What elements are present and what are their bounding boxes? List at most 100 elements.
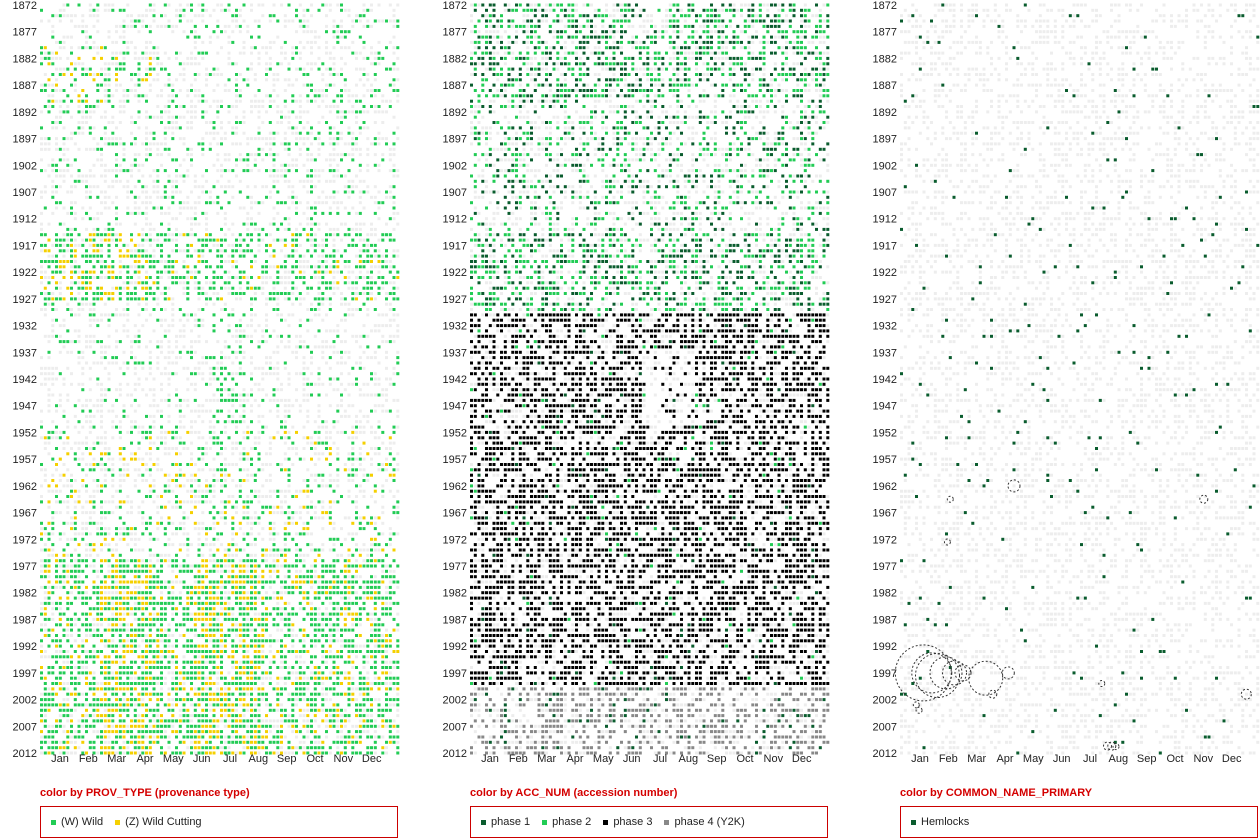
background-mark bbox=[332, 479, 336, 482]
background-mark bbox=[370, 393, 373, 397]
background-mark bbox=[392, 174, 396, 178]
data-point bbox=[43, 46, 47, 50]
background-mark bbox=[137, 153, 141, 157]
background-mark bbox=[302, 8, 306, 12]
background-mark bbox=[261, 238, 265, 242]
background-mark bbox=[298, 505, 302, 509]
background-mark bbox=[351, 19, 355, 23]
background-mark bbox=[163, 366, 167, 370]
background-mark bbox=[396, 628, 400, 632]
background-mark bbox=[115, 89, 118, 92]
background-mark bbox=[201, 420, 205, 424]
background-mark bbox=[182, 142, 186, 146]
data-point bbox=[377, 56, 381, 60]
background-mark bbox=[261, 201, 265, 205]
background-mark bbox=[268, 46, 272, 50]
background-mark bbox=[235, 163, 238, 167]
background-mark bbox=[197, 495, 201, 498]
background-mark bbox=[208, 708, 212, 712]
background-mark bbox=[328, 153, 332, 157]
background-mark bbox=[115, 505, 118, 509]
background-mark bbox=[250, 409, 253, 413]
background-mark bbox=[88, 414, 92, 418]
background-mark bbox=[385, 302, 388, 306]
data-point bbox=[152, 46, 156, 50]
background-mark bbox=[186, 548, 190, 552]
background-mark bbox=[205, 302, 208, 306]
background-mark bbox=[287, 195, 291, 199]
background-mark bbox=[175, 174, 178, 178]
background-mark bbox=[212, 430, 216, 434]
background-mark bbox=[373, 452, 377, 456]
background-mark bbox=[306, 169, 310, 173]
background-mark bbox=[212, 8, 216, 12]
background-mark bbox=[167, 553, 171, 557]
background-mark bbox=[197, 484, 201, 488]
background-mark bbox=[182, 366, 186, 370]
background-mark bbox=[62, 345, 66, 349]
background-mark bbox=[111, 591, 115, 595]
background-mark bbox=[272, 89, 276, 92]
background-mark bbox=[332, 527, 336, 531]
background-mark bbox=[148, 222, 152, 226]
background-mark bbox=[103, 591, 107, 595]
background-mark bbox=[302, 163, 306, 167]
background-mark bbox=[261, 286, 265, 290]
background-mark bbox=[156, 340, 160, 344]
background-mark bbox=[366, 169, 370, 173]
background-mark bbox=[175, 24, 178, 28]
background-mark bbox=[265, 479, 268, 482]
background-mark bbox=[246, 569, 250, 573]
background-mark bbox=[186, 366, 190, 370]
background-mark bbox=[235, 751, 238, 755]
background-mark bbox=[47, 174, 51, 178]
background-mark bbox=[212, 543, 216, 547]
background-mark bbox=[325, 607, 328, 611]
background-mark bbox=[340, 24, 343, 28]
background-mark bbox=[100, 682, 103, 685]
background-mark bbox=[257, 324, 261, 328]
background-mark bbox=[295, 511, 298, 515]
background-mark bbox=[152, 185, 156, 189]
background-mark bbox=[373, 110, 377, 114]
background-mark bbox=[250, 334, 253, 338]
background-mark bbox=[340, 430, 343, 434]
background-mark bbox=[208, 468, 212, 472]
background-mark bbox=[163, 14, 167, 18]
background-mark bbox=[268, 195, 272, 199]
background-mark bbox=[362, 276, 366, 279]
data-point bbox=[141, 51, 145, 55]
background-mark bbox=[212, 163, 216, 167]
background-mark bbox=[122, 361, 126, 365]
background-mark bbox=[325, 436, 328, 440]
background-mark bbox=[141, 24, 145, 28]
background-mark bbox=[291, 634, 295, 637]
background-mark bbox=[261, 3, 265, 7]
background-mark bbox=[287, 430, 291, 434]
background-mark bbox=[81, 110, 85, 114]
background-mark bbox=[373, 751, 377, 755]
background-mark bbox=[85, 543, 88, 547]
background-mark bbox=[276, 73, 280, 76]
background-mark bbox=[276, 377, 280, 381]
background-mark bbox=[145, 67, 148, 71]
background-mark bbox=[347, 302, 351, 306]
background-mark bbox=[332, 174, 336, 178]
background-mark bbox=[175, 78, 178, 82]
background-mark bbox=[325, 430, 328, 434]
background-mark bbox=[332, 292, 336, 295]
background-mark bbox=[190, 543, 193, 547]
background-mark bbox=[306, 687, 310, 691]
background-mark bbox=[167, 372, 171, 376]
background-mark bbox=[186, 318, 190, 322]
background-mark bbox=[396, 585, 400, 589]
background-mark bbox=[77, 575, 81, 579]
background-mark bbox=[287, 83, 291, 87]
background-mark bbox=[298, 409, 302, 413]
background-mark bbox=[328, 404, 332, 408]
background-mark bbox=[103, 543, 107, 547]
background-mark bbox=[340, 639, 343, 643]
background-mark bbox=[295, 249, 298, 253]
background-mark bbox=[261, 158, 265, 162]
background-mark bbox=[340, 292, 343, 295]
